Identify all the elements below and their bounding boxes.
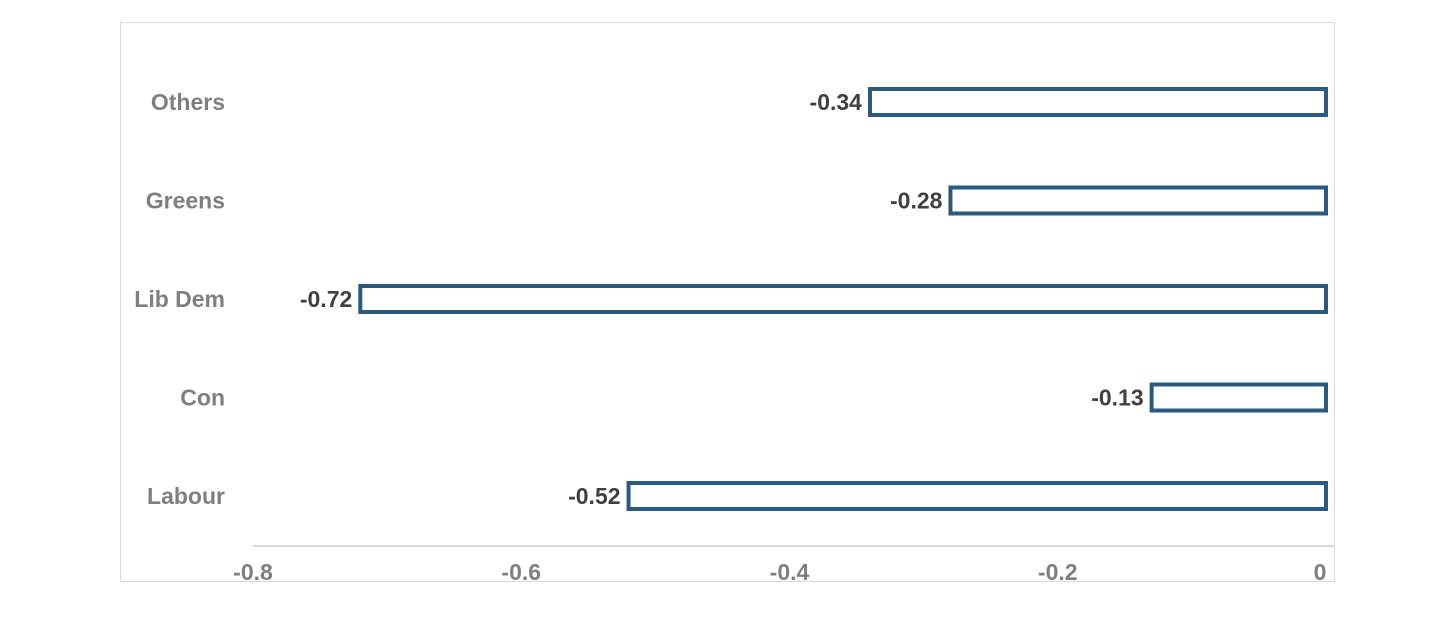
bar-greens [948, 185, 1328, 216]
x-tick-label: -0.4 [770, 559, 810, 585]
data-label-con: -0.13 [1091, 385, 1143, 411]
x-tick-label: -0.8 [233, 559, 273, 585]
bar-lib-dem [358, 284, 1328, 314]
x-tick-label: -0.6 [501, 559, 541, 585]
x-tick-label: 0 [1314, 559, 1327, 585]
data-label-greens: -0.28 [890, 188, 943, 214]
data-label-labour: -0.52 [568, 483, 620, 509]
bar-others [867, 87, 1328, 117]
bar-con [1149, 382, 1328, 413]
x-axis: -0.8 -0.6 -0.4 -0.2 0 [233, 545, 1334, 585]
data-label-others: -0.34 [810, 89, 863, 115]
category-label-lib-dem: Lib Dem [134, 286, 225, 312]
category-label-con: Con [180, 385, 225, 411]
bar-labour [626, 481, 1328, 511]
bars-layer [358, 87, 1328, 511]
category-label-others: Others [151, 89, 225, 115]
category-label-greens: Greens [146, 188, 225, 214]
category-label-labour: Labour [147, 483, 225, 509]
data-label-lib-dem: -0.72 [300, 286, 352, 312]
x-tick-label: -0.2 [1038, 559, 1078, 585]
chart-frame [120, 22, 1335, 582]
labels-layer: Others -0.34 Greens -0.28 Lib Dem -0.72 Con -0.… [134, 89, 1143, 509]
